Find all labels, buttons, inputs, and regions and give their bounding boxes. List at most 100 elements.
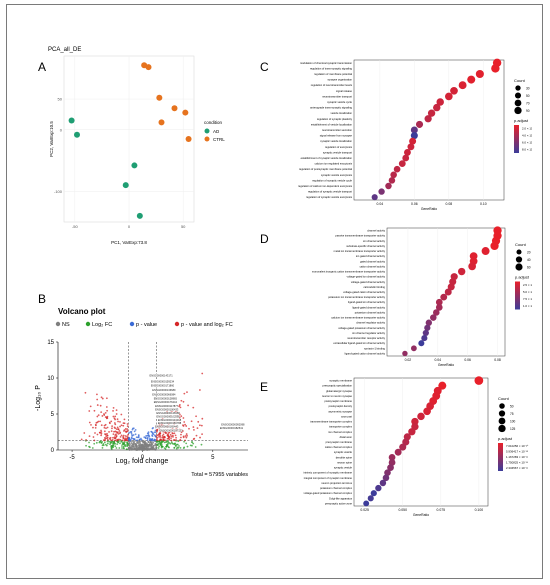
volcano-point xyxy=(116,426,119,429)
dotplot-term-label: signal release xyxy=(336,89,353,93)
dotplot-term-label: synaptic vesicle transport xyxy=(323,150,352,154)
volcano-point xyxy=(183,421,186,423)
volcano-point xyxy=(180,436,182,439)
dotplot-xtick-label: 0.06 xyxy=(464,358,471,362)
volcano-point xyxy=(133,443,136,445)
volcano-xtick-label: -5 xyxy=(69,455,75,461)
dotplot-term-label: metal ion transmembrane transporter acti… xyxy=(334,249,386,253)
volcano-point xyxy=(136,445,139,448)
volcano-point xyxy=(125,448,128,451)
volcano-point xyxy=(160,445,163,448)
dotplot-term-label: regulation of synaptic vesicle exocytosi… xyxy=(306,195,353,199)
pca-xtick-label: 50 xyxy=(181,224,186,229)
volcano-point xyxy=(156,434,159,436)
volcano-legend-label: p - value and log₂ FC xyxy=(181,322,233,328)
volcano-point xyxy=(175,443,178,446)
volcano-point xyxy=(122,434,125,437)
volcano-gene-label: ENSG00000166788 xyxy=(158,421,182,425)
dotplot-dot xyxy=(490,241,499,251)
volcano-point xyxy=(129,447,132,450)
dotplot-term-label: voltage-gated potassium channel activity xyxy=(338,326,385,330)
volcano-point xyxy=(103,426,106,429)
volcano-point xyxy=(134,429,137,431)
dotplot-xtick-label: 0.06 xyxy=(411,202,418,206)
volcano-point xyxy=(166,437,169,440)
dotplot-term-label: axon part xyxy=(341,414,352,418)
dotplot-term-label: gated channel activity xyxy=(360,259,386,263)
pca-legend-ad-label: AD xyxy=(213,129,220,134)
volcano-point xyxy=(185,425,188,427)
volcano-point xyxy=(88,441,90,444)
figure-frame xyxy=(6,4,543,579)
volcano-point xyxy=(92,436,95,438)
volcano-point xyxy=(169,442,172,445)
volcano-point xyxy=(200,424,203,427)
volcano-point xyxy=(102,444,105,447)
volcano-point xyxy=(104,443,107,446)
volcano-gene-label: ENSG00000182541 xyxy=(220,426,244,430)
dotplot-count-legend-dot xyxy=(498,424,506,433)
dotplot-term-label: establishment of synaptic vesicle locali… xyxy=(301,156,353,160)
volcano-point xyxy=(201,417,204,420)
volcano-gene-label: ENSG00000148168 xyxy=(157,411,181,415)
volcano-point xyxy=(173,432,176,435)
volcano-point xyxy=(106,409,109,412)
volcano-point xyxy=(112,406,115,409)
volcano-point xyxy=(158,432,161,435)
volcano-point xyxy=(192,406,195,409)
dotplot-dot xyxy=(363,500,370,507)
volcano-gene-label-bg xyxy=(220,422,245,427)
volcano-point xyxy=(167,435,169,438)
volcano-point xyxy=(100,411,103,414)
volcano-point xyxy=(97,414,100,417)
volcano-point xyxy=(100,396,103,399)
volcano-point xyxy=(152,444,155,447)
volcano-point xyxy=(135,439,138,442)
volcano-point xyxy=(122,437,125,440)
volcano-point xyxy=(94,432,96,434)
volcano-point xyxy=(90,423,92,426)
dotplot-xlabel: GeneRatio xyxy=(413,513,429,517)
dotplot-count-legend-title: Count xyxy=(514,78,526,83)
volcano-point xyxy=(136,436,139,439)
dotplot-dot xyxy=(440,293,448,301)
dotplot-count-legend-dot xyxy=(514,99,522,107)
dotplot-dot xyxy=(474,376,484,385)
dotplot-count-legend-label: 20 xyxy=(527,251,531,255)
volcano-point xyxy=(173,447,176,449)
volcano-gene-label: ENSG00000136689 xyxy=(152,388,176,392)
volcano-point xyxy=(146,437,149,440)
volcano-point xyxy=(94,423,97,426)
dotplot-padjust-legend-label: 7.010256 × 10⁻²⁰ xyxy=(506,444,529,448)
volcano-point xyxy=(112,442,115,445)
dotplot-dot xyxy=(404,148,411,156)
volcano-point xyxy=(88,410,91,412)
volcano-point xyxy=(165,440,168,443)
dotplot-dot xyxy=(394,448,402,456)
volcano-point xyxy=(162,433,165,436)
volcano-point xyxy=(185,436,188,439)
dotplot-term-label: distal axon xyxy=(340,435,353,439)
volcano-point xyxy=(146,444,149,447)
volcano-point xyxy=(170,437,172,440)
volcano-gene-label-bg xyxy=(154,407,179,411)
volcano-point xyxy=(130,432,133,435)
volcano-xlabel: Log₂ fold change xyxy=(116,458,169,465)
volcano-point xyxy=(111,425,114,428)
dotplot-dot xyxy=(379,479,387,487)
volcano-point xyxy=(99,431,101,434)
volcano-point xyxy=(124,437,127,440)
dotplot-term-label: regulation of synaptic vesicle transport xyxy=(308,190,352,194)
volcano-point xyxy=(99,440,102,443)
volcano-point xyxy=(108,431,110,433)
volcano-point xyxy=(198,424,201,427)
volcano-point xyxy=(119,425,121,428)
volcano-point xyxy=(106,434,109,437)
dotplot-count-legend-dot xyxy=(498,417,506,425)
volcano-point xyxy=(149,443,152,446)
dotplot-dot xyxy=(371,194,378,201)
volcano-point xyxy=(119,442,121,445)
dotplot-term-label: ion channel complex xyxy=(328,430,352,434)
volcano-point xyxy=(93,409,96,412)
dotplot-term-label: voltage-gated channel activity xyxy=(351,280,386,284)
